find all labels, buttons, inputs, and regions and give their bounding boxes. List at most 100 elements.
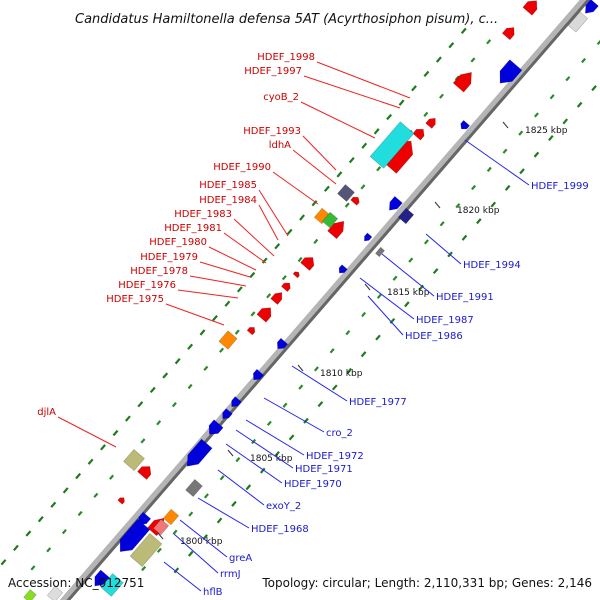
- reverse-gene: [119, 518, 151, 552]
- pseudo-feature: [123, 448, 145, 472]
- tick-label: 1800 kbp: [180, 537, 223, 547]
- gc-dot: [408, 257, 414, 263]
- forward-gene-label: HDEF_1975: [106, 294, 164, 305]
- gc-dot: [171, 401, 177, 408]
- forward-gene: [300, 257, 315, 271]
- callout-line: [223, 232, 267, 264]
- gc-dot: [174, 357, 181, 365]
- callout-line: [300, 101, 376, 139]
- gc-dot: [576, 101, 583, 108]
- gc-dot: [137, 401, 144, 408]
- reverse-gene-label: HDEF_1991: [436, 292, 494, 303]
- other-feature: [46, 585, 64, 600]
- gc-dot: [234, 329, 240, 335]
- misc-feature: [152, 518, 170, 536]
- callout-line: [208, 246, 257, 271]
- map-title: Candidatus Hamiltonella defensa 5AT (Acy…: [75, 12, 498, 27]
- tick-mark: [297, 364, 304, 372]
- unknown-feature: [185, 478, 203, 498]
- gc-dot: [329, 348, 335, 354]
- gc-dot: [373, 128, 380, 135]
- gc-dot: [311, 200, 318, 207]
- gc-dot: [77, 510, 83, 517]
- forward-gene-label: HDEF_1985: [199, 180, 257, 191]
- gc-dot: [375, 334, 381, 341]
- gc-dot: [591, 85, 597, 92]
- forward-gene: [246, 327, 256, 336]
- gc-dot: [562, 118, 569, 125]
- gc-dot: [124, 415, 131, 422]
- gc-dot: [392, 275, 398, 281]
- gc-dot: [448, 42, 455, 49]
- callout-line: [179, 519, 228, 558]
- reverse-gene: [460, 119, 471, 130]
- gc-dot: [62, 487, 69, 494]
- gc-dot: [266, 293, 272, 299]
- gc-dot: [173, 567, 180, 574]
- callout-line: [367, 295, 404, 336]
- gc-dot: [303, 417, 309, 424]
- forward-gene-label: cyoB_2: [263, 92, 299, 103]
- callout-line: [197, 497, 250, 529]
- gc-dot: [486, 166, 492, 173]
- gc-dot: [46, 547, 52, 553]
- gc-dot: [360, 351, 367, 358]
- reverse-gene: [499, 59, 523, 84]
- tick-mark: [227, 449, 234, 457]
- gc-dot: [156, 420, 162, 426]
- gc-dot: [323, 185, 330, 192]
- gc-dot: [346, 367, 353, 374]
- cds-feature: [100, 573, 124, 597]
- gc-dot: [504, 184, 511, 191]
- gc-dot: [0, 559, 7, 566]
- callout-line: [316, 61, 411, 99]
- tick-label: 1820 kbp: [457, 206, 500, 216]
- forward-gene-label: HDEF_1984: [199, 195, 257, 206]
- summary-text: Topology: circular; Length: 2,110,331 bp…: [261, 576, 592, 590]
- gc-dot: [261, 257, 268, 264]
- callout-line: [177, 289, 239, 299]
- reverse-gene-label: HDEF_1970: [284, 479, 342, 490]
- gc-dot: [439, 93, 444, 99]
- forward-gene: [452, 72, 472, 93]
- gc-dot: [30, 565, 36, 571]
- gc-dot: [486, 39, 492, 45]
- gc-dot: [518, 130, 524, 136]
- unknown-feature: [375, 246, 385, 258]
- reverse-gene-label: exoY_2: [266, 501, 301, 512]
- gc-dot: [461, 234, 468, 241]
- tick-label: 1825 kbp: [525, 126, 568, 136]
- gc-dot: [345, 330, 351, 336]
- forward-gene-label: HDEF_1976: [118, 280, 176, 291]
- reverse-gene: [389, 195, 403, 211]
- gc-dot: [249, 271, 256, 279]
- forward-gene-label: HDEF_1990: [213, 162, 271, 173]
- gc-dot: [470, 57, 476, 63]
- callout-line: [425, 233, 462, 265]
- reverse-gene-label: rrmJ: [220, 569, 241, 580]
- gc-dot: [317, 401, 324, 408]
- reverse-gene: [585, 0, 599, 14]
- other-feature: [567, 11, 589, 33]
- accession-text: Accession: NC_012751: [8, 576, 144, 590]
- trna-feature: [321, 211, 339, 229]
- gc-dot: [224, 300, 231, 307]
- reverse-gene: [208, 419, 224, 435]
- gc-dot: [455, 203, 461, 209]
- reverse-gene: [338, 264, 348, 274]
- forward-gene: [425, 117, 436, 129]
- gc-dot: [245, 484, 252, 491]
- gc-dot: [454, 75, 460, 81]
- gc-dot: [288, 434, 295, 441]
- callout-line: [199, 261, 251, 278]
- gc-dot: [187, 343, 194, 350]
- forward-gene-label: HDEF_1981: [164, 223, 222, 234]
- gc-dot: [519, 168, 525, 175]
- callout-line: [292, 149, 337, 185]
- gc-dot: [25, 530, 32, 537]
- gc-dot: [259, 467, 266, 474]
- forward-gene: [501, 27, 515, 41]
- gc-dot: [411, 85, 417, 92]
- forward-gene: [412, 128, 425, 141]
